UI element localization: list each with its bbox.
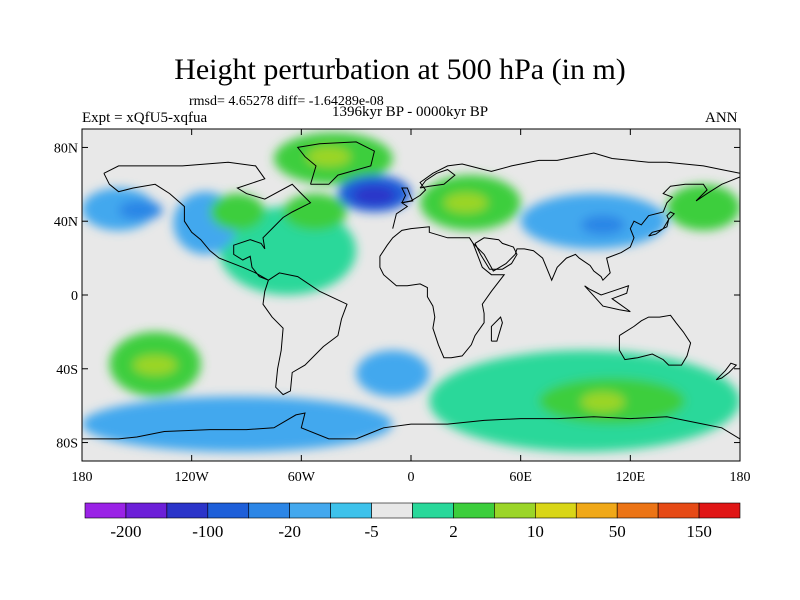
contour-region-3 xyxy=(209,193,265,231)
colorbar: -200 -100 -20 -5 2 10 50 150 xyxy=(84,502,741,541)
colorbar-swatch xyxy=(289,502,331,519)
colorbar-swatch xyxy=(657,502,700,519)
contour-core-4 xyxy=(580,391,625,412)
y-tick-label: 0 xyxy=(71,289,78,304)
coastline-9 xyxy=(648,211,676,237)
contour-core-0 xyxy=(118,200,163,221)
coastlines xyxy=(82,141,740,440)
colorbar-label: 10 xyxy=(527,522,544,541)
colorbar-swatch xyxy=(248,502,290,519)
colorbar-swatch xyxy=(207,502,250,519)
colorbar-label: -5 xyxy=(364,522,378,541)
x-axis: 180 120W 60W 0 60E 120E 180 xyxy=(72,129,751,485)
contour-region-4 xyxy=(283,193,348,231)
period-label: 1396kyr BP - 0000kyr BP xyxy=(331,104,489,120)
colorbar-swatch xyxy=(535,502,577,519)
x-tick-label: 60E xyxy=(509,470,532,485)
x-tick-label: 120E xyxy=(616,470,646,485)
colorbar-label: -20 xyxy=(278,522,301,541)
colorbar-label: -200 xyxy=(110,522,141,541)
coastline-1 xyxy=(296,141,375,185)
y-tick-label: 40S xyxy=(56,363,78,378)
colorbar-label: 50 xyxy=(609,522,626,541)
coastline-7 xyxy=(82,412,740,440)
colorbar-swatch xyxy=(166,502,209,519)
colorbar-label: 150 xyxy=(686,522,712,541)
colorbar-swatch xyxy=(616,502,659,519)
colorbar-swatch xyxy=(494,502,536,519)
colorbar-swatch xyxy=(453,502,495,519)
colorbar-swatch xyxy=(698,502,741,519)
coastline-5 xyxy=(472,176,740,282)
colorbar-swatch xyxy=(371,502,413,519)
y-tick-label: 40N xyxy=(54,215,78,230)
rmsd-text: rmsd= 4.65278 diff= -1.64289e-08 xyxy=(189,94,384,109)
colorbar-swatch xyxy=(412,502,454,519)
contour-region-14 xyxy=(82,396,393,452)
colorbar-label: -100 xyxy=(192,522,223,541)
y-axis: 80N 40N 0 40S 80S xyxy=(54,141,740,452)
colorbar-swatch xyxy=(125,502,168,519)
contour-core-6 xyxy=(306,146,351,167)
x-tick-label: 120W xyxy=(175,470,210,485)
x-tick-label: 180 xyxy=(72,470,93,485)
coastline-12 xyxy=(584,285,631,313)
coastline-14 xyxy=(419,169,456,189)
contour-region-9 xyxy=(666,184,740,231)
coastline-4 xyxy=(379,226,506,359)
plot-area xyxy=(82,129,740,461)
coastline-8 xyxy=(401,187,414,204)
experiment-label: Expt = xQfU5-xqfua xyxy=(82,110,208,126)
y-tick-label: 80S xyxy=(56,437,78,452)
y-tick-label: 80N xyxy=(54,141,78,156)
season-label: ANN xyxy=(705,110,738,126)
coastline-0 xyxy=(103,161,312,281)
coastline-10 xyxy=(490,316,503,342)
colorbar-swatch xyxy=(84,502,127,519)
chart-title: Height perturbation at 500 hPa (in m) xyxy=(174,53,626,86)
contour-core-1 xyxy=(352,185,397,206)
colorbar-swatch xyxy=(330,502,372,519)
x-tick-label: 60W xyxy=(288,470,316,485)
coastline-2 xyxy=(262,272,348,396)
coastline-13 xyxy=(474,237,518,270)
x-tick-label: 180 xyxy=(730,470,751,485)
contour-core-5 xyxy=(133,355,178,376)
colorbar-swatch xyxy=(575,502,618,519)
coastline-11 xyxy=(715,362,738,381)
contour-core-3 xyxy=(443,192,488,213)
x-tick-label: 0 xyxy=(408,470,415,485)
colorbar-label: 2 xyxy=(449,522,458,541)
contour-region-11 xyxy=(356,350,430,397)
coastline-6 xyxy=(618,314,692,366)
contour-core-2 xyxy=(580,214,625,235)
